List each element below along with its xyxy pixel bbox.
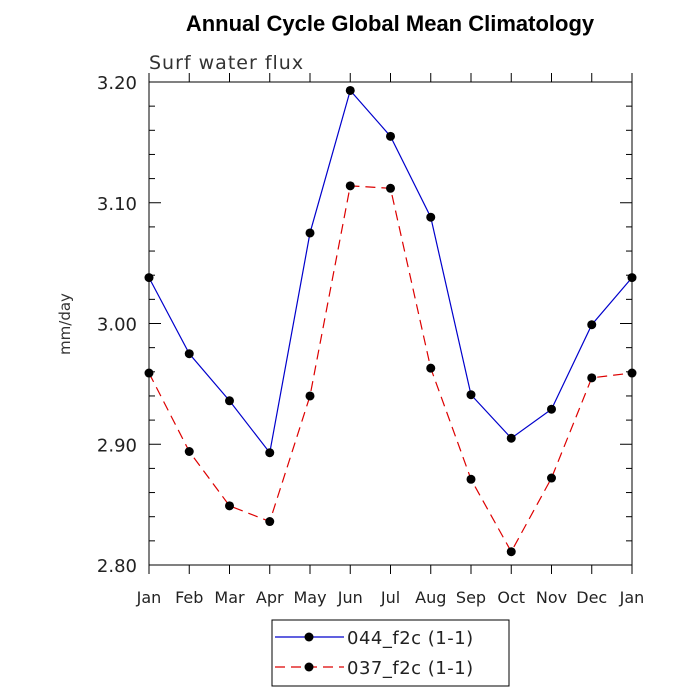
data-point [386,131,395,141]
y-tick-label: 2.80 [97,556,137,577]
data-point [265,448,275,458]
data-point [587,373,597,383]
x-tick-label: Apr [256,588,284,607]
chart-subtitle: Surf water flux [149,52,304,74]
y-tick-label: 2.90 [97,435,137,456]
y-tick-label: 3.20 [97,73,137,94]
data-point [426,363,436,373]
series-group [144,181,637,557]
data-point [506,433,516,443]
data-point [547,404,556,414]
x-tick-label: Nov [536,588,567,607]
x-tick-label: Dec [576,588,607,607]
data-point [506,547,516,557]
series-line [148,185,633,553]
x-tick-label: Jun [337,588,363,607]
data-point [587,320,597,330]
legend: 044_f2c (1-1) 037_f2c (1-1) [271,619,510,687]
x-tick-label: Jul [380,588,400,607]
data-point [386,183,395,193]
data-point [265,517,275,527]
series-layer [144,85,637,557]
data-point [305,391,315,401]
y-tick-label: 3.10 [97,194,137,215]
y-axis-label: mm/day [56,293,74,355]
chart-title: Annual Cycle Global Mean Climatology [186,11,595,36]
data-point [225,396,234,406]
x-tick-label: Feb [175,588,203,607]
plot-frame [148,81,633,566]
x-tick-labels: Jan Feb Mar Apr May Jun Jul Aug Sep Oct Nov Dec Jan [136,588,645,607]
data-point [305,228,315,238]
data-point [184,446,194,456]
data-point [184,349,194,359]
legend-label: 037_f2c (1-1) [347,658,474,679]
legend-label: 044_f2c (1-1) [347,628,474,649]
legend-marker [304,662,314,672]
legend-items: 044_f2c (1-1) 037_f2c (1-1) [275,628,474,679]
data-point [426,212,436,222]
data-point [547,473,556,483]
x-tick-label: Oct [497,588,525,607]
data-point [345,181,355,191]
data-point [466,474,476,484]
ticks-layer [148,73,633,574]
x-tick-label: Sep [456,588,486,607]
x-tick-label: Mar [214,588,245,607]
legend-marker [304,632,314,642]
data-point [225,501,234,511]
y-tick-label: 3.00 [97,315,137,336]
series-group [144,85,637,458]
legend-box [271,619,510,687]
x-tick-label: Jan [619,588,645,607]
series-line [148,89,633,455]
data-point [345,85,355,95]
y-tick-labels: 2.80 2.90 3.00 3.10 3.20 [97,73,137,577]
x-tick-label: May [293,588,326,607]
x-tick-label: Jan [136,588,162,607]
x-tick-label: Aug [415,588,446,607]
data-point [466,390,476,400]
